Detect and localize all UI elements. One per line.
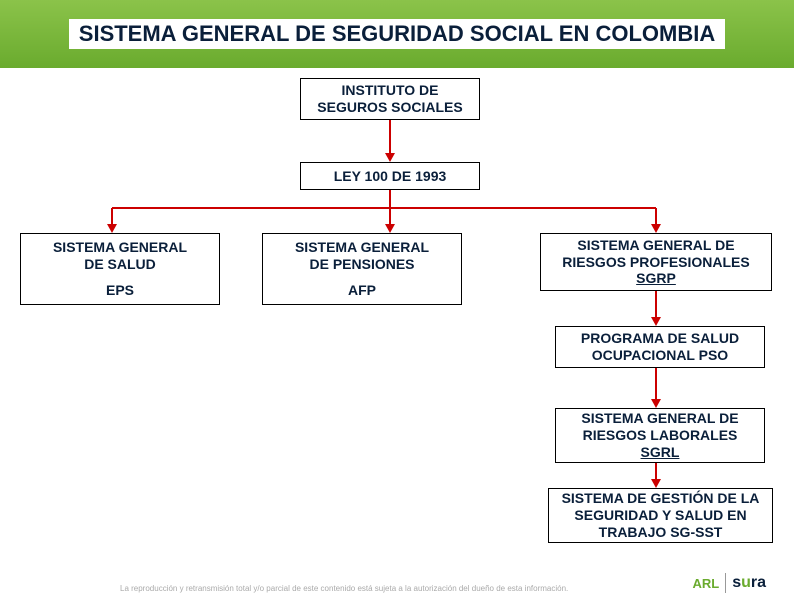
brand-logo: ARL sura xyxy=(692,573,766,593)
node-text: SEGURIDAD Y SALUD EN xyxy=(574,507,746,524)
arrow-line xyxy=(655,291,657,318)
node-text: PROGRAMA DE SALUD xyxy=(581,330,739,347)
node-text: INSTITUTO DE xyxy=(342,82,439,99)
arrow-line xyxy=(655,368,657,400)
logo-separator xyxy=(725,573,726,593)
arrow-line xyxy=(655,208,657,225)
node-text: TRABAJO SG-SST xyxy=(599,524,723,541)
arrow-line xyxy=(111,208,113,225)
node-text: LEY 100 DE 1993 xyxy=(334,168,447,185)
node-text: DE SALUD xyxy=(84,256,156,273)
arrow-head-icon xyxy=(107,224,117,233)
node-sgsst: SISTEMA DE GESTIÓN DE LA SEGURIDAD Y SAL… xyxy=(548,488,773,543)
node-text: DE PENSIONES xyxy=(309,256,414,273)
arrow-line xyxy=(389,120,391,154)
node-text: OCUPACIONAL PSO xyxy=(592,347,728,364)
arrow-line xyxy=(655,463,657,480)
node-ley: LEY 100 DE 1993 xyxy=(300,162,480,190)
arrow-line xyxy=(112,207,656,209)
arrow-head-icon xyxy=(651,224,661,233)
page-title: SISTEMA GENERAL DE SEGURIDAD SOCIAL EN C… xyxy=(69,19,725,49)
node-text: RIESGOS LABORALES xyxy=(583,427,738,444)
arrow-head-icon xyxy=(385,153,395,162)
arrow-line xyxy=(389,208,391,225)
arrow-head-icon xyxy=(385,224,395,233)
node-text: SISTEMA GENERAL xyxy=(53,239,187,256)
node-text: SISTEMA GENERAL xyxy=(295,239,429,256)
node-sub: AFP xyxy=(348,282,376,299)
node-salud: SISTEMA GENERAL DE SALUD EPS xyxy=(20,233,220,305)
node-text: RIESGOS PROFESIONALES xyxy=(562,254,749,271)
arrow-head-icon xyxy=(651,317,661,326)
node-instituto: INSTITUTO DE SEGUROS SOCIALES xyxy=(300,78,480,120)
node-text: SISTEMA GENERAL DE xyxy=(581,410,738,427)
arrow-line xyxy=(389,190,391,208)
node-text: SEGUROS SOCIALES xyxy=(317,99,462,116)
disclaimer-text: La reproducción y retransmisión total y/… xyxy=(120,584,568,593)
node-pensiones: SISTEMA GENERAL DE PENSIONES AFP xyxy=(262,233,462,305)
node-riesgos: SISTEMA GENERAL DE RIESGOS PROFESIONALES… xyxy=(540,233,772,291)
node-pso: PROGRAMA DE SALUD OCUPACIONAL PSO xyxy=(555,326,765,368)
logo-sura-text: sura xyxy=(732,574,766,592)
node-text: SGRL xyxy=(641,444,680,461)
node-text: SISTEMA DE GESTIÓN DE LA xyxy=(562,490,760,507)
node-text: SGRP xyxy=(636,270,676,287)
arrow-head-icon xyxy=(651,479,661,488)
node-text: SISTEMA GENERAL DE xyxy=(577,237,734,254)
diagram-canvas: INSTITUTO DE SEGUROS SOCIALES LEY 100 DE… xyxy=(0,68,794,595)
arrow-head-icon xyxy=(651,399,661,408)
logo-arl-text: ARL xyxy=(692,576,719,591)
title-header: SISTEMA GENERAL DE SEGURIDAD SOCIAL EN C… xyxy=(0,0,794,68)
node-sub: EPS xyxy=(106,282,134,299)
node-sgrl: SISTEMA GENERAL DE RIESGOS LABORALES SGR… xyxy=(555,408,765,463)
